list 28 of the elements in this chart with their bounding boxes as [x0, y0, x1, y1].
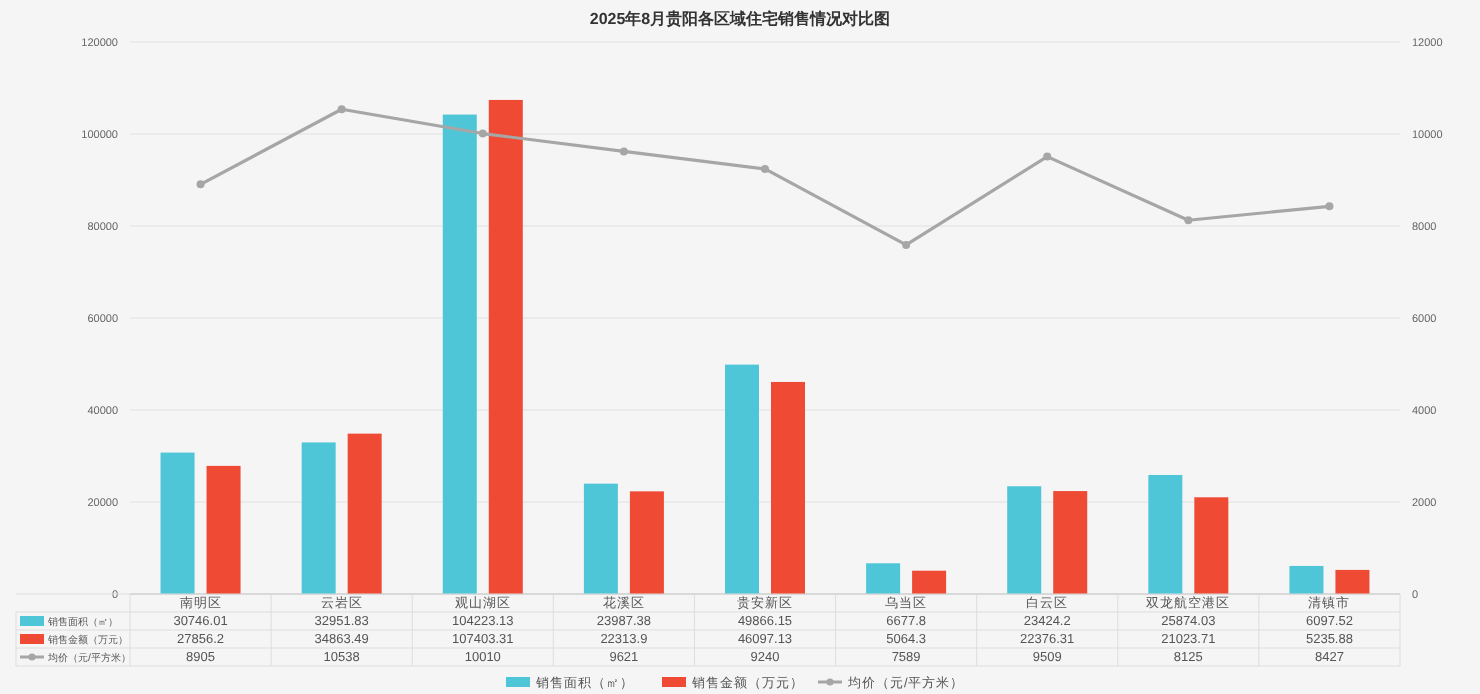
bar [1007, 486, 1042, 594]
bar [1289, 565, 1324, 594]
point [1184, 216, 1193, 225]
chart-title: 2025年8月贵阳各区域住宅销售情况对比图 [589, 8, 891, 28]
point [1043, 152, 1052, 161]
point [196, 180, 205, 189]
bar [301, 442, 336, 594]
bar [866, 563, 901, 594]
bar [347, 433, 382, 594]
point [337, 105, 346, 114]
bar [912, 570, 947, 594]
bar [160, 452, 195, 594]
bar [583, 483, 618, 594]
point [1325, 202, 1334, 211]
bar [1053, 491, 1088, 594]
bar [206, 465, 241, 594]
bar [771, 381, 805, 594]
bar [1335, 569, 1370, 594]
bar [488, 99, 523, 594]
point [619, 147, 628, 156]
point [478, 129, 487, 138]
bar [725, 364, 759, 594]
bar [1194, 497, 1229, 594]
bar [629, 491, 664, 594]
point [902, 240, 911, 249]
point [761, 164, 769, 173]
bar [1148, 474, 1183, 594]
bar [442, 114, 477, 594]
